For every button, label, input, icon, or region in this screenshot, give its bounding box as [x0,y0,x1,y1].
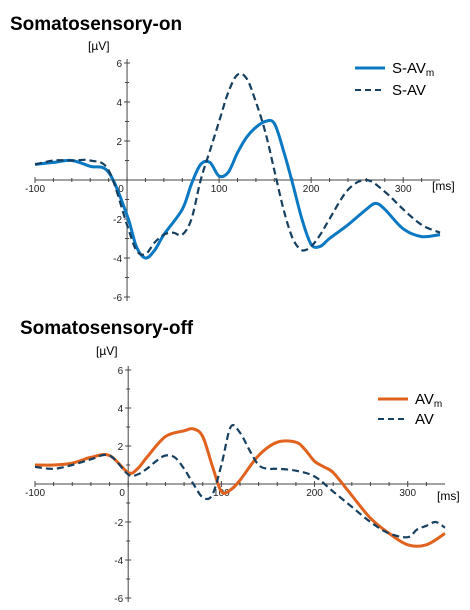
y-tick-label: 6 [118,366,124,377]
y-tick-label: 6 [116,59,122,70]
chart-title: Somatosensory-off [20,318,194,339]
legend-entry-s-avm: S-AVm [392,60,434,79]
legend: AVm AV [378,391,442,428]
x-tick-label: 200 [303,184,320,195]
somatosensory-off-chart: Somatosensory-off [µV] [ms] -100 0 100 200 3… [20,318,460,605]
y-axis-label: [µV] [88,39,110,53]
y-tick-label: 4 [118,404,124,415]
legend-entry-avm: AVm [415,391,442,410]
x-tick-label: 300 [399,488,416,499]
y-tick-label: -2 [114,518,123,529]
x-axis-label: [ms] [437,489,460,503]
legend-entry-s-av: S-AV [392,82,426,99]
x-tick-label: -100 [25,488,45,499]
x-tick-label: 200 [306,488,323,499]
y-tick-label: -6 [114,594,123,605]
series-lines [34,423,446,548]
x-tick-label: 100 [211,184,228,195]
y-tick-label: -4 [113,254,122,265]
y-tick-label: 4 [116,98,122,109]
x-tick-label: 0 [119,488,125,499]
legend-entry-av: AV [415,411,434,428]
legend: S-AVm S-AV [355,60,434,99]
chart-title: Somatosensory-on [10,14,182,35]
x-tick-label: 0 [118,184,124,195]
x-tick-label: 300 [395,184,412,195]
y-tick-label: -2 [113,215,122,226]
x-axis-label: [ms] [432,179,455,193]
y-tick-label: -4 [114,556,123,567]
y-tick-label: 2 [118,442,124,453]
x-ticks: -100 0 100 200 300 [25,177,423,195]
series-line-solid [34,118,441,260]
y-tick-label: 2 [116,137,122,148]
series-lines [34,72,441,260]
x-tick-label: -100 [25,184,45,195]
y-ticks: 6 4 2 -2 -4 -6 [113,59,131,304]
series-line-solid [34,427,446,548]
y-tick-label: -6 [113,293,122,304]
somatosensory-on-chart: Somatosensory-on [µV] [ms] -100 0 100 200 30… [10,14,455,304]
y-axis-label: [µV] [96,344,118,358]
series-line-dashed [34,72,441,256]
y-ticks: 6 4 2 -2 -4 -6 [114,366,132,605]
series-line-dashed [34,423,446,539]
